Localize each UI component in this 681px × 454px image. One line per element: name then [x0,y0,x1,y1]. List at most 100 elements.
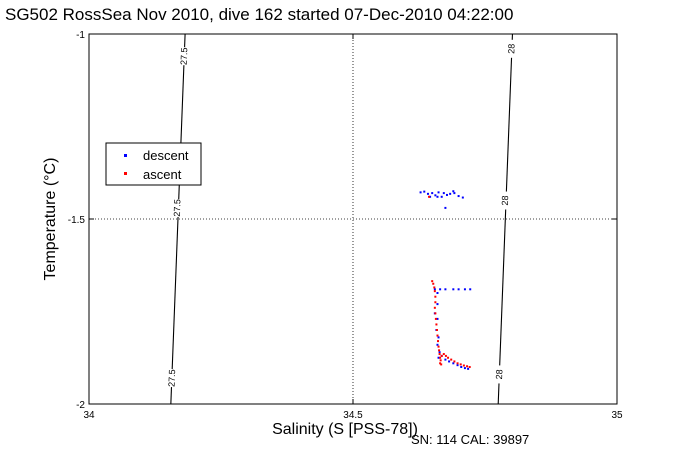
contour-label-bg [499,191,511,210]
ascent-point [434,317,437,320]
descent-point [444,358,447,361]
legend-ascent-label: ascent [143,167,182,182]
y-tick-label: -2 [76,400,85,411]
descent-point [457,195,460,198]
descent-point [437,191,440,194]
descent-point [431,192,434,195]
descent-point [434,194,437,197]
descent-point [449,192,452,195]
descent-point [433,288,436,291]
ascent-point [434,301,437,304]
contour-label: 27.5 [167,369,178,387]
legend-ascent-marker [124,172,127,175]
descent-point [461,196,464,199]
plot-area: 27.5 27.5 27.5 28 28 28 34 34.5 35 -1 -1.5 -2 [68,30,623,421]
ascent-point [456,362,459,365]
ascent-point [432,282,435,285]
grid-lines [89,34,617,404]
ascent-point [434,312,437,315]
ascent-point [439,359,442,362]
ascent-point [466,365,469,368]
descent-point [463,288,466,291]
contour-label: 28 [506,44,516,54]
contour-label-bg [506,39,517,58]
descent-point [442,192,445,195]
descent-point [453,192,456,195]
descent-point [436,195,439,198]
contour-line-0 [170,33,186,405]
contour-label: 28 [494,369,504,379]
descent-point [437,336,440,339]
descent-point [460,366,463,368]
descent-point [419,191,422,194]
ascent-point [468,366,471,368]
ascent-point [439,362,442,365]
legend: descent ascent [105,142,202,186]
descent-point [439,288,442,291]
ascent-point [438,349,441,352]
ascent-point [462,364,465,367]
descent-point [436,343,439,346]
x-tick-label: 34.5 [343,410,363,421]
ascent-point [431,280,434,283]
contour-label: 27.5 [172,199,183,217]
ascent-point [453,360,456,363]
y-tick-label: -1.5 [68,215,86,226]
descent-point [423,190,426,193]
serial-calibration-text: SN: 114 CAL: 39897 [411,432,529,447]
ascent-point [438,353,441,356]
descent-point [436,292,439,294]
descent-point [440,195,443,198]
descent-point [444,288,447,291]
descent-point [445,193,448,196]
ascent-point [436,334,439,337]
contour-label-bg [171,198,183,218]
ascent-point [434,295,437,298]
descent-point [467,367,470,370]
descent-point [452,288,455,291]
x-tick-label: 35 [611,410,623,421]
ascent-point [435,323,438,326]
descent-point [463,367,466,370]
y-axis-label: Temperature (°C) [42,158,59,281]
contour-label: 28 [500,195,510,205]
ascent-point [428,195,431,198]
legend-descent-label: descent [143,148,189,163]
x-axis-label: Salinity (S [PSS-78]) [272,421,418,438]
descent-point [444,206,447,209]
descent-point [452,362,455,365]
descent-point [437,356,440,359]
descent-point [452,190,455,193]
ascent-point [450,358,453,361]
ascent-point [437,345,440,348]
y-tick-label: -1 [76,30,85,41]
legend-box [105,142,202,186]
descent-point [448,360,451,363]
contour-label-bg [166,368,178,388]
descent-point [426,192,429,195]
ascent-point [435,329,438,331]
contour-line-1 [497,33,514,405]
ascent-point [459,363,462,366]
axis-ticks: 34 34.5 35 -1 -1.5 -2 [68,30,623,421]
descent-point [456,364,459,367]
descent-point [438,351,441,354]
ascent-point [440,354,443,357]
ascent-point [444,354,447,357]
density-contours: 27.5 27.5 27.5 28 28 28 [166,33,517,405]
ascent-point [442,353,445,356]
descent-point [429,195,432,198]
descent-point [436,317,439,320]
ascent-point [433,286,436,289]
contour-label-bg [178,47,190,66]
descent-point [436,303,439,306]
ascent-point [440,363,443,366]
data-points [419,190,472,370]
descent-point [469,288,472,291]
ascent-point [447,356,450,359]
contour-label: 27.5 [179,47,190,65]
ascent-point [439,356,442,359]
descent-point [457,288,460,291]
chart-title: SG502 RossSea Nov 2010, dive 162 started… [5,5,513,24]
